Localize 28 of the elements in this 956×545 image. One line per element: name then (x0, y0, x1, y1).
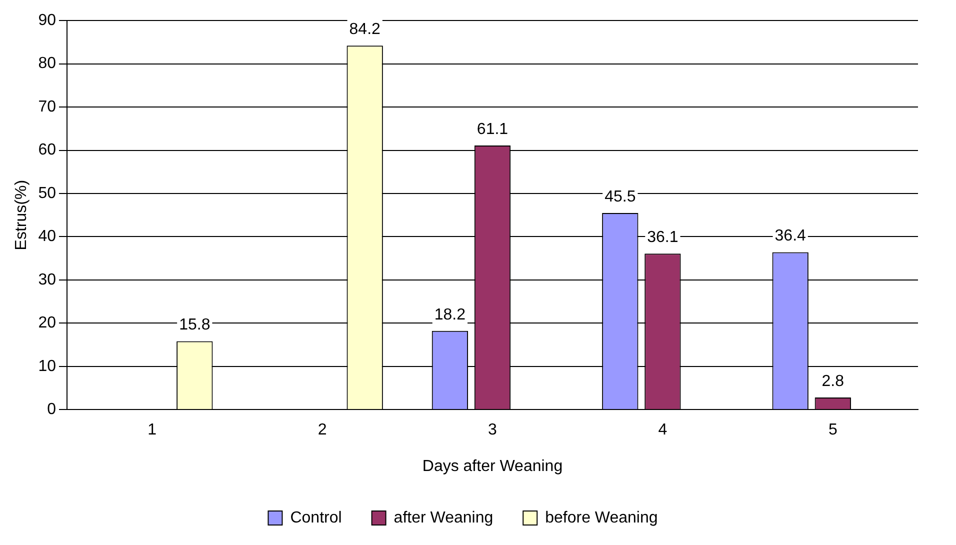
y-tick-label: 80 (38, 55, 56, 72)
x-tick-label: 4 (658, 422, 668, 439)
legend-label: Control (290, 509, 342, 526)
legend-label: before Weaning (545, 509, 658, 526)
data-label: 61.1 (476, 120, 508, 138)
x-tick-label: 2 (318, 422, 327, 439)
data-label: 18.2 (434, 306, 466, 324)
x-tick-label: 5 (828, 422, 838, 439)
y-axis-title: Estrus(%) (13, 180, 30, 250)
y-tick-label: 40 (38, 228, 56, 246)
y-tick-label: 20 (38, 314, 56, 332)
data-label: 2.8 (822, 372, 844, 390)
y-tick-label: 90 (38, 12, 56, 30)
y-tick-label: 70 (38, 98, 56, 116)
y-tick-label: 50 (38, 184, 56, 202)
y-tick-label: 10 (38, 358, 56, 375)
data-label: 45.5 (604, 188, 636, 206)
y-tick-label: 0 (47, 401, 56, 418)
y-tick-label: 60 (38, 142, 56, 159)
data-label: 36.4 (774, 228, 806, 245)
x-tick-label: 1 (148, 422, 157, 439)
data-label: 36.1 (647, 228, 678, 246)
legend-label: after Weaning (394, 509, 494, 526)
data-label: 84.2 (349, 21, 381, 38)
x-axis-title: Days after Weaning (422, 458, 563, 475)
data-label: 15.8 (179, 316, 210, 334)
y-tick-label: 30 (38, 271, 56, 288)
x-tick-label: 3 (488, 422, 498, 439)
